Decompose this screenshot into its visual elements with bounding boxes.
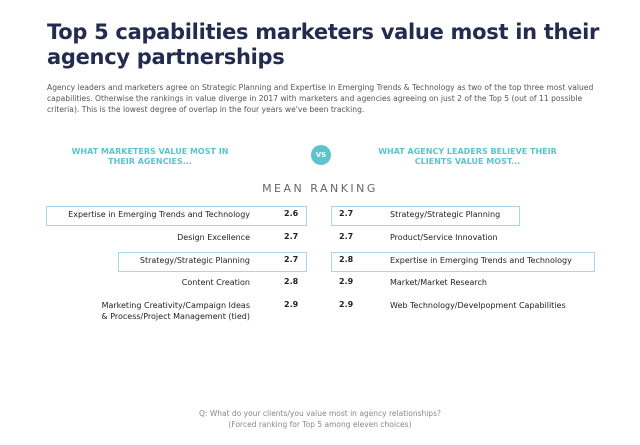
vs-badge: VS (311, 145, 331, 165)
heading-line: WHAT AGENCY LEADERS BELIEVE THEIR (378, 147, 557, 156)
heading-line: THEIR AGENCIES... (108, 157, 192, 166)
row-label: Expertise in Emerging Trends and Technol… (390, 255, 610, 266)
footnote: Q: What do your clients/you value most i… (0, 408, 640, 430)
row-value: 2.7 (284, 232, 299, 241)
row-value: 2.8 (284, 277, 299, 286)
row-label: Expertise in Emerging Trends and Technol… (50, 209, 250, 220)
title-line: Top 5 capabilities marketers value most … (47, 20, 600, 44)
highlight-box (331, 206, 520, 226)
row-label: Web Technology/Develpopment Capabilities (390, 300, 610, 311)
footnote-line: (Forced ranking for Top 5 among eleven c… (228, 420, 412, 429)
right-heading: WHAT AGENCY LEADERS BELIEVE THEIR CLIENTS… (365, 147, 570, 167)
label-line: Marketing Creativity/Campaign Ideas (101, 301, 250, 310)
title: Top 5 capabilities marketers value most … (47, 20, 599, 70)
label-line: Product/Service Innovation (390, 233, 498, 242)
highlight-box (118, 252, 307, 272)
label-line: Expertise in Emerging Trends and Technol… (390, 256, 572, 265)
row-value: 2.8 (339, 255, 354, 264)
row-label: Content Creation (50, 277, 250, 288)
label-line: & Process/Project Management (tied) (101, 312, 250, 321)
label-line: Market/Market Research (390, 278, 487, 287)
row-label: Strategy/Strategic Planning (390, 209, 610, 220)
row-value: 2.7 (339, 232, 354, 241)
title-line: agency partnerships (47, 45, 285, 69)
row-label: Product/Service Innovation (390, 232, 610, 243)
highlight-box (46, 206, 307, 226)
row-value: 2.9 (284, 300, 299, 309)
label-line: Design Excellence (177, 233, 250, 242)
row-value: 2.9 (339, 300, 354, 309)
label-line: Strategy/Strategic Planning (390, 210, 501, 219)
footnote-line: Q: What do your clients/you value most i… (199, 409, 441, 418)
row-value: 2.6 (284, 209, 299, 218)
row-label: Design Excellence (50, 232, 250, 243)
row-label: Market/Market Research (390, 277, 610, 288)
label-line: Expertise in Emerging Trends and Technol… (68, 210, 250, 219)
row-label: Strategy/Strategic Planning (50, 255, 250, 266)
label-line: Content Creation (181, 278, 250, 287)
row-value: 2.7 (339, 209, 354, 218)
highlight-box (331, 252, 595, 272)
left-heading: WHAT MARKETERS VALUE MOST IN THEIR AGENCI… (50, 147, 250, 167)
heading-line: WHAT MARKETERS VALUE MOST IN (71, 147, 229, 156)
row-value: 2.9 (339, 277, 354, 286)
row-label: Marketing Creativity/Campaign Ideas & Pro… (50, 300, 250, 322)
subheading: MEAN RANKING (262, 182, 378, 195)
label-line: Web Technology/Develpopment Capabilities (390, 301, 566, 310)
row-value: 2.7 (284, 255, 299, 264)
intro: Agency leaders and marketers agree on St… (47, 83, 594, 114)
label-line: Strategy/Strategic Planning (139, 256, 250, 265)
heading-line: CLIENTS VALUE MOST... (414, 157, 521, 166)
